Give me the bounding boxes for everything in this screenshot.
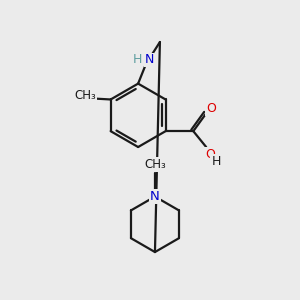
Text: CH₃: CH₃ (74, 89, 96, 102)
Text: H: H (132, 53, 142, 66)
Text: N: N (144, 53, 154, 66)
Text: N: N (150, 190, 160, 203)
Text: H: H (212, 155, 221, 168)
Text: CH₃: CH₃ (144, 158, 166, 171)
Text: O: O (206, 102, 216, 115)
Text: O: O (205, 148, 215, 161)
